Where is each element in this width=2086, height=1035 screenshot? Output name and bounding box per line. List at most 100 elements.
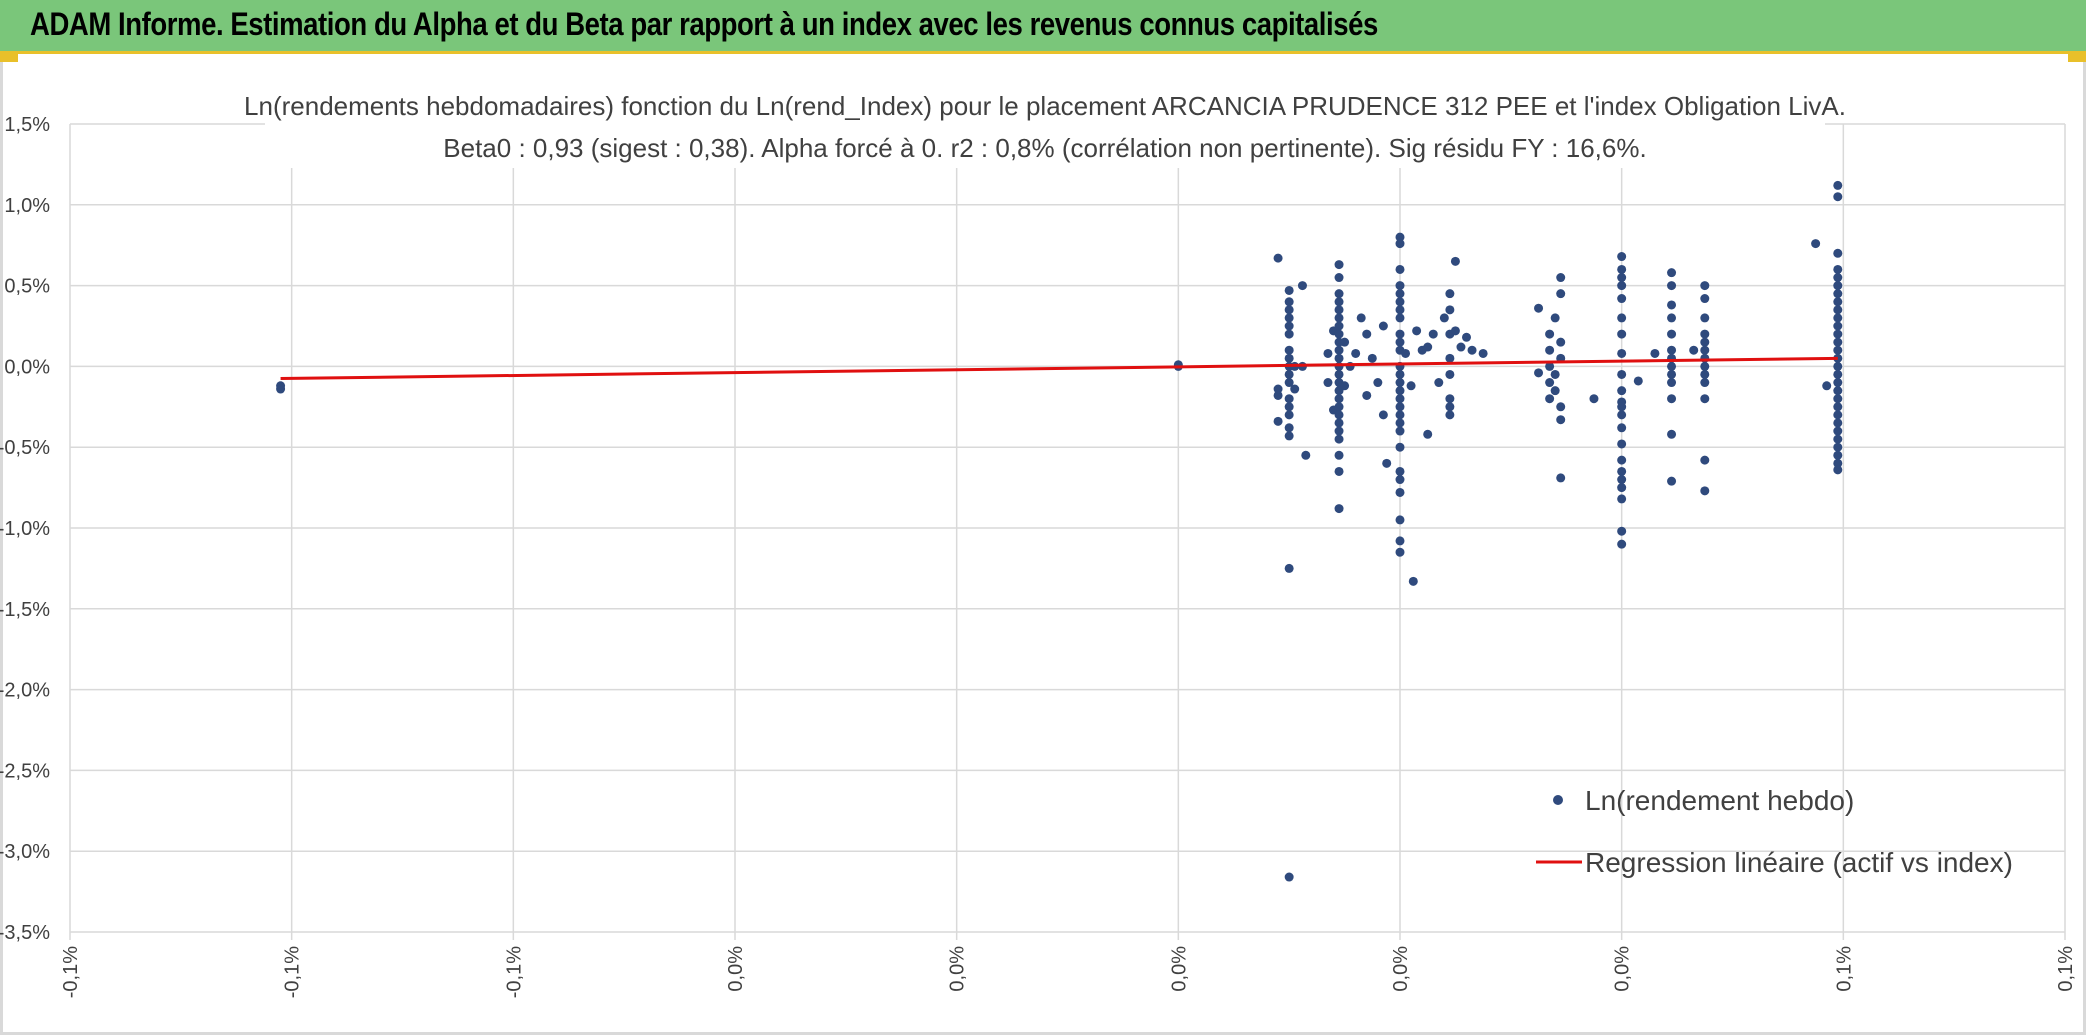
data-point (1617, 475, 1627, 485)
data-point (1395, 426, 1405, 436)
data-point (1545, 345, 1555, 355)
y-tick-label: -0,5% (0, 437, 50, 459)
data-point (1401, 348, 1411, 358)
data-point (1833, 289, 1843, 299)
data-point (1833, 434, 1843, 444)
x-tick-label: 0,0% (1612, 946, 1634, 992)
data-point (1323, 378, 1333, 388)
data-point (1550, 386, 1560, 396)
data-point (1617, 483, 1627, 493)
data-point (1667, 429, 1677, 439)
data-point (1334, 353, 1344, 363)
data-point (1395, 378, 1405, 388)
data-point (1445, 394, 1455, 404)
x-tick-label: 0,0% (725, 946, 747, 992)
data-point (1617, 348, 1627, 358)
data-point (1445, 353, 1455, 363)
data-point (1650, 348, 1660, 358)
data-point (1833, 329, 1843, 339)
data-point (1362, 390, 1372, 400)
data-point (1273, 416, 1283, 426)
data-point (1617, 423, 1627, 433)
data-point (1700, 486, 1710, 496)
data-point (1362, 329, 1372, 339)
data-point (1667, 281, 1677, 291)
data-point (1351, 348, 1361, 358)
data-point (1334, 434, 1344, 444)
data-point (1395, 239, 1405, 249)
x-tick-label: 0,1% (2055, 946, 2077, 992)
data-point (1395, 305, 1405, 315)
data-point (1334, 273, 1344, 283)
data-point (1382, 458, 1392, 468)
data-point (1434, 378, 1444, 388)
data-point (1290, 384, 1300, 394)
data-point (1395, 232, 1405, 242)
data-point (1273, 253, 1283, 263)
data-point (1700, 378, 1710, 388)
x-tick-label: -0,1% (282, 946, 304, 998)
data-point (1301, 450, 1311, 460)
data-point (1284, 410, 1294, 420)
chart-frame (0, 54, 2086, 1035)
data-point (1445, 369, 1455, 379)
grid (69, 123, 2066, 940)
data-point (1395, 475, 1405, 485)
data-point (1700, 313, 1710, 323)
data-point (1395, 536, 1405, 546)
data-point (1833, 386, 1843, 396)
data-point (1395, 418, 1405, 428)
data-point (1334, 450, 1344, 460)
data-point (1373, 378, 1383, 388)
data-point (1534, 303, 1544, 313)
data-point (1284, 285, 1294, 295)
data-point (1833, 402, 1843, 412)
data-point (1395, 547, 1405, 557)
data-point (1284, 321, 1294, 331)
data-point (1284, 563, 1294, 573)
data-point (1395, 515, 1405, 525)
x-tick-label: 0,0% (1168, 946, 1190, 992)
data-point (1700, 329, 1710, 339)
data-point (1556, 473, 1566, 483)
data-point (1334, 394, 1344, 404)
data-point (1334, 426, 1344, 436)
data-point (1297, 281, 1307, 291)
regression-line (280, 356, 1838, 381)
data-point (1833, 394, 1843, 404)
data-point (1412, 326, 1422, 336)
data-point (1273, 390, 1283, 400)
data-point (1617, 369, 1627, 379)
data-point (1334, 418, 1344, 428)
data-point (1284, 313, 1294, 323)
data-point (1284, 369, 1294, 379)
data-point (1667, 476, 1677, 486)
chart-subtitle: Beta0 : 0,93 (sigest : 0,38). Alpha forc… (443, 133, 1646, 163)
y-tick-label: -2,5% (0, 760, 50, 782)
data-point (1478, 348, 1488, 358)
data-point (1833, 273, 1843, 283)
data-point (1667, 268, 1677, 278)
data-point (1439, 313, 1449, 323)
data-point (1273, 384, 1283, 394)
data-point (1589, 394, 1599, 404)
page-title: ADAM Informe. Estimation du Alpha et du … (30, 6, 1378, 42)
data-point (1334, 504, 1344, 514)
data-point (1323, 348, 1333, 358)
data-point (1667, 300, 1677, 310)
data-point (1700, 345, 1710, 355)
legend-label-regression: Regression linéaire (actif vs index) (1585, 847, 2013, 878)
data-point (1408, 576, 1418, 586)
data-point (1445, 402, 1455, 412)
data-point (1334, 289, 1344, 299)
data-point (1617, 410, 1627, 420)
data-point (1833, 264, 1843, 274)
data-point (1334, 305, 1344, 315)
data-point (1545, 378, 1555, 388)
data-point (1833, 192, 1843, 202)
data-point (1833, 378, 1843, 388)
regression-segment (280, 356, 1838, 381)
data-point (1617, 281, 1627, 291)
y-tick-label: -3,5% (0, 922, 50, 944)
y-tick-label: -2,0% (0, 680, 50, 702)
